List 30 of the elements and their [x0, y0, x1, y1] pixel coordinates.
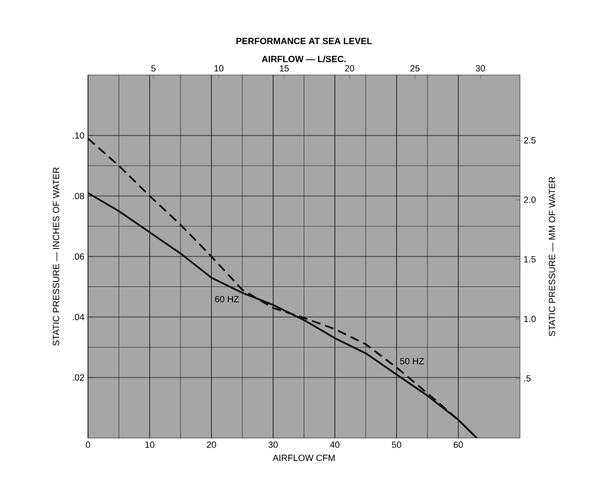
x2-tick-label: 30 — [476, 65, 486, 72]
y2-tick-label: 2.0 — [524, 196, 536, 203]
y-tick-label: .08 — [72, 192, 84, 200]
chart-title: PERFORMANCE AT SEA LEVEL — [236, 38, 372, 44]
x2-axis-title: AIRFLOW — L/SEC. — [262, 56, 346, 62]
x2-tick-label: 10 — [214, 65, 224, 72]
x-tick-label: 40 — [330, 442, 340, 448]
y-tick-label: .10 — [72, 132, 84, 139]
x-tick-label: 60 — [454, 442, 463, 448]
y2-tick-label: 1.5 — [524, 256, 536, 262]
x-axis-title: AIRFLOW CFM — [272, 454, 335, 462]
y-axis-title: STATIC PRESSURE — INCHES OF WATER — [52, 167, 60, 346]
x-tick-label: 50 — [392, 442, 402, 448]
y-tick-label: .02 — [72, 374, 84, 381]
x-tick-label: 0 — [86, 442, 90, 448]
x2-tick-label: 20 — [345, 65, 354, 72]
y2-tick-label: 1.0 — [524, 316, 536, 322]
series-label: 60 HZ — [215, 296, 239, 302]
series-label: 50 HZ — [400, 358, 424, 364]
x-tick-label: 20 — [206, 442, 216, 448]
y2-axis-title: STATIC PRESSURE — MM OF WATER — [548, 176, 556, 336]
y2-tick-label: 2.5 — [524, 137, 536, 144]
x-tick-label: 30 — [268, 442, 278, 448]
y2-tick-label: .5 — [524, 375, 531, 382]
y-tick-label: .06 — [72, 253, 84, 260]
x-tick-label: 10 — [145, 442, 154, 448]
x2-tick-label: 25 — [410, 65, 420, 72]
y-tick-label: .04 — [72, 314, 84, 320]
x2-tick-label: 15 — [280, 65, 289, 72]
x2-tick-label: 5 — [151, 65, 156, 72]
